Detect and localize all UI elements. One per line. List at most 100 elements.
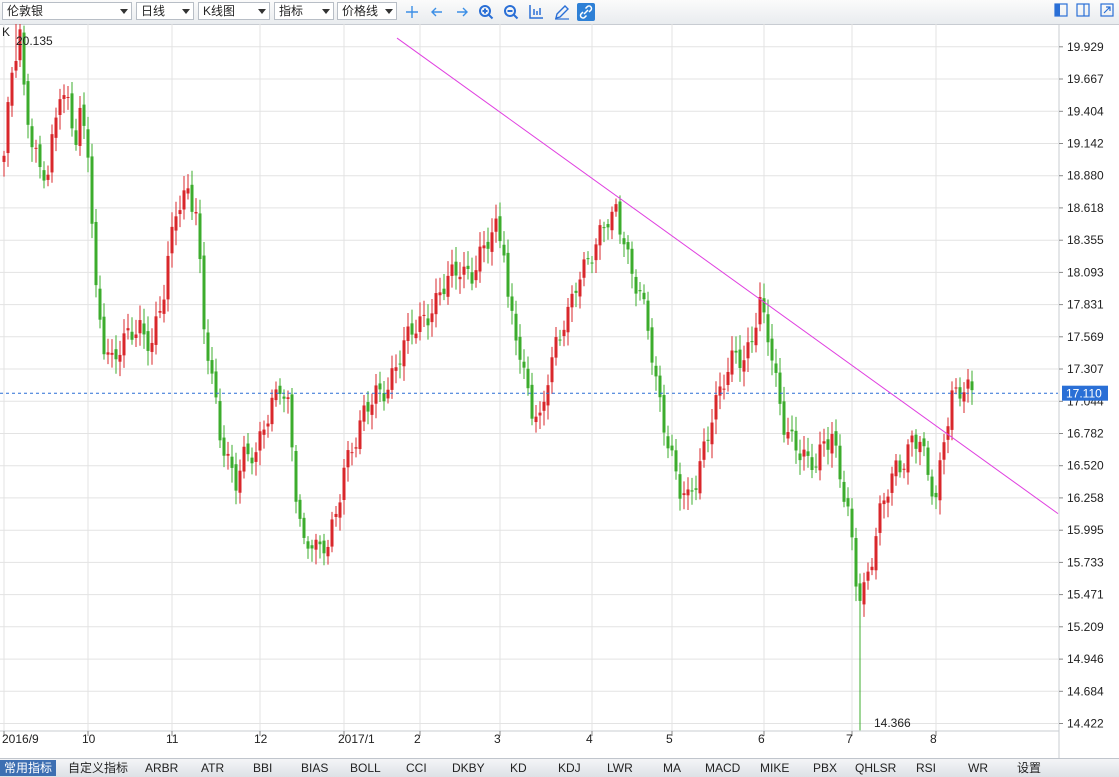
indicator-tab[interactable]: 设置 — [1017, 761, 1042, 775]
x-tick-label: 2017/1 — [338, 732, 375, 746]
candle-body — [478, 246, 482, 272]
candle — [214, 358, 218, 404]
candle-body — [902, 468, 906, 470]
indicator-tab[interactable]: LWR — [607, 761, 633, 775]
y-tick-label: 14.946 — [1067, 652, 1104, 666]
indicator-tab[interactable]: MACD — [705, 761, 741, 775]
chevron-down-icon — [322, 9, 330, 14]
crosshair-icon[interactable] — [403, 3, 421, 21]
candle-body — [802, 449, 806, 457]
candle-body — [18, 29, 22, 61]
candle-body — [310, 545, 314, 549]
indicator-tab[interactable]: CCI — [406, 761, 427, 775]
y-tick-label: 19.667 — [1067, 72, 1104, 86]
zoom-out-icon[interactable] — [502, 3, 520, 21]
candle — [94, 209, 98, 298]
indicator-tab[interactable]: 常用指标 — [0, 760, 57, 776]
candlestick-chart[interactable]: 19.929 19.667 19.404 19.142 18.880 18.618 18.3… — [0, 24, 1119, 758]
candle-body — [322, 540, 326, 554]
candle — [234, 452, 238, 505]
candle — [594, 238, 598, 274]
indicator-tab[interactable]: ARBR — [145, 761, 179, 775]
arrow-right-icon[interactable] — [453, 3, 471, 21]
candle — [494, 204, 498, 243]
arrow-left-icon[interactable] — [428, 3, 446, 21]
candle-body — [838, 445, 842, 480]
layout-split-icon[interactable] — [1076, 3, 1090, 17]
candle-body — [774, 363, 778, 373]
candle-body — [126, 328, 130, 331]
candle-body — [638, 290, 642, 292]
axis-icon[interactable] — [527, 3, 545, 21]
candle-body — [574, 290, 578, 293]
candle — [914, 429, 918, 464]
candle-body — [534, 416, 538, 423]
indicator-tab[interactable]: BBI — [253, 761, 273, 775]
candle — [382, 381, 386, 411]
candle — [614, 198, 618, 217]
indicator-tab[interactable]: ATR — [201, 761, 225, 775]
indicator-tab[interactable]: QHLSR — [855, 761, 897, 775]
indicator-tab[interactable]: MA — [663, 761, 681, 775]
line-type-select[interactable]: 价格线 — [337, 2, 397, 20]
candle-body — [922, 438, 926, 447]
candles — [2, 24, 974, 731]
candle — [442, 274, 446, 301]
candle — [510, 283, 514, 325]
candle — [270, 389, 274, 432]
candle-body — [594, 244, 598, 261]
candle — [570, 285, 574, 323]
candle-body — [222, 437, 226, 456]
candle-body — [254, 452, 258, 462]
candle — [938, 452, 942, 515]
indicator-tab[interactable]: 自定义指标 — [68, 761, 129, 775]
candle — [2, 150, 6, 177]
candle-body — [38, 144, 42, 168]
candle — [462, 251, 466, 289]
series-label: K — [2, 25, 10, 39]
candle — [670, 434, 674, 457]
indicator-tab[interactable]: MIKE — [760, 761, 790, 775]
candle-body — [270, 397, 274, 425]
candle-body — [850, 508, 854, 538]
candle — [162, 284, 166, 323]
candle — [582, 252, 586, 287]
layout-left-icon[interactable] — [1054, 3, 1068, 17]
candle — [490, 218, 494, 266]
candle — [794, 416, 798, 464]
candle-body — [58, 99, 62, 115]
candle — [298, 494, 302, 527]
symbol-select[interactable]: 伦敦银 — [2, 2, 132, 20]
candle-body — [210, 360, 214, 374]
candle — [362, 394, 366, 432]
candle — [690, 477, 694, 505]
candle — [726, 357, 730, 392]
indicator-tab[interactable]: DKBY — [452, 761, 485, 775]
candle — [22, 25, 26, 96]
indicator-tab[interactable]: BIAS — [301, 761, 329, 775]
maximize-icon[interactable] — [1100, 3, 1114, 17]
candle — [766, 299, 770, 356]
link-icon[interactable] — [577, 3, 595, 21]
indicator-select[interactable]: 指标 — [274, 2, 334, 20]
candle — [86, 116, 90, 173]
candle-body — [542, 401, 546, 411]
indicator-tab[interactable]: RSI — [916, 761, 937, 775]
indicator-tab[interactable]: PBX — [813, 761, 838, 775]
candle-body — [414, 333, 418, 339]
indicator-tab[interactable]: KDJ — [558, 761, 581, 775]
period-select[interactable]: 日线 — [136, 2, 194, 20]
indicator-tab[interactable]: BOLL — [350, 761, 381, 775]
candle — [746, 327, 750, 373]
candle-body — [722, 388, 726, 390]
indicator-tab[interactable]: KD — [510, 761, 527, 775]
candle — [958, 377, 962, 407]
zoom-in-icon[interactable] — [477, 3, 495, 21]
candle-body — [590, 262, 594, 264]
chart-type-select[interactable]: K线图 — [198, 2, 270, 20]
candle-body — [618, 201, 622, 235]
pencil-icon[interactable] — [553, 3, 571, 21]
indicator-tab[interactable]: WR — [968, 761, 988, 775]
candle-body — [630, 248, 634, 274]
candle — [790, 415, 794, 442]
